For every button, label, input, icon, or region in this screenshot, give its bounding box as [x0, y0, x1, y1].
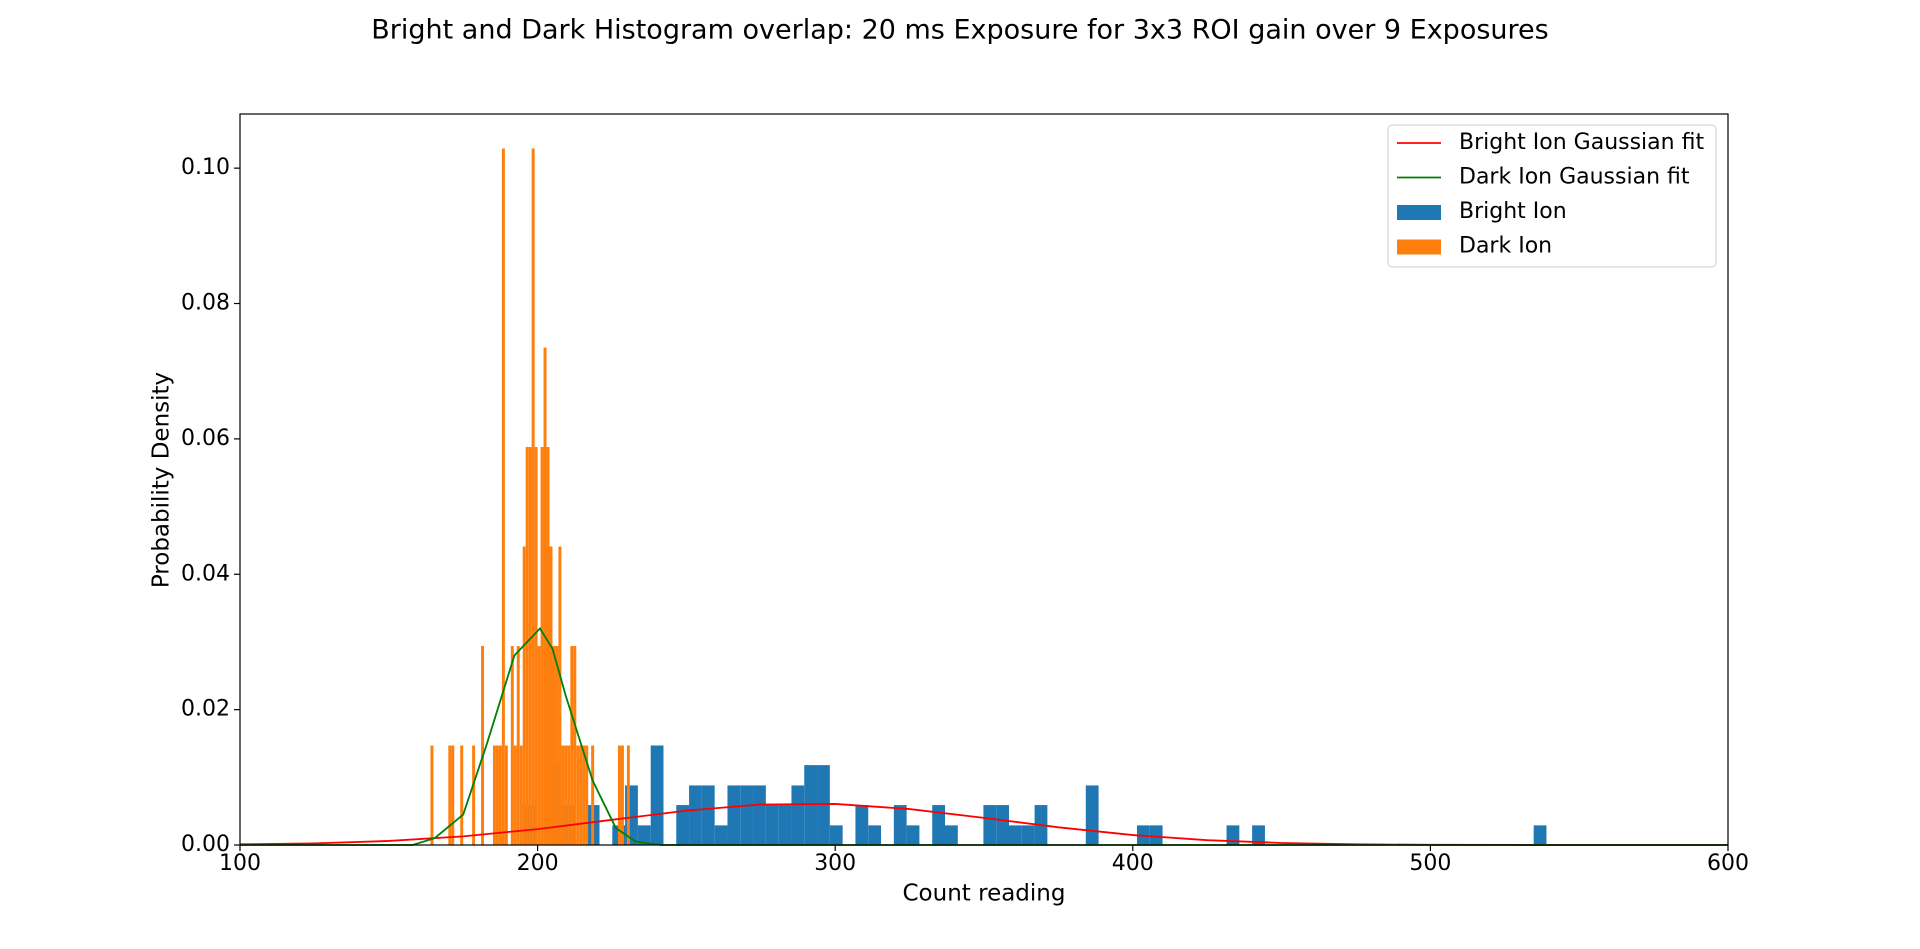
histogram-bar	[617, 745, 621, 845]
legend-label: Dark Ion	[1459, 234, 1552, 259]
histogram-bar	[510, 646, 514, 845]
histogram-bar	[714, 825, 728, 845]
histogram-bar	[513, 745, 517, 845]
histogram-bar	[498, 745, 502, 845]
histogram-bar	[561, 745, 565, 845]
histogram-bar	[451, 745, 455, 845]
histogram-bar	[585, 745, 589, 845]
histogram-bar	[765, 805, 779, 845]
histogram-bar	[817, 765, 830, 845]
histogram-bar	[448, 745, 452, 845]
y-tick-label: 0.00	[181, 832, 230, 857]
x-tick-label: 100	[219, 851, 261, 876]
histogram-bar	[430, 745, 434, 845]
legend-patch	[1397, 205, 1441, 220]
histogram-bar	[531, 148, 535, 846]
histogram-bar	[534, 447, 538, 845]
histogram-bar	[689, 785, 702, 845]
histogram-bar	[727, 785, 741, 845]
x-tick-label: 300	[814, 851, 856, 876]
histogram-bar	[582, 745, 586, 845]
histogram-bar	[791, 785, 805, 845]
y-tick-label: 0.02	[181, 697, 230, 722]
histogram-bar	[516, 646, 520, 845]
histogram-bar	[701, 785, 715, 845]
histogram-bar	[492, 745, 496, 845]
legend-patch	[1397, 239, 1441, 255]
histogram-bar	[504, 745, 508, 845]
histogram-bar	[620, 745, 624, 845]
histogram-bar	[460, 745, 464, 845]
x-tick-label: 500	[1409, 851, 1451, 876]
histogram-bar	[829, 825, 843, 845]
histogram-bar	[591, 745, 595, 845]
histogram-bar	[481, 646, 485, 845]
histogram-bar	[1085, 785, 1099, 845]
histogram-bar	[537, 646, 541, 845]
histogram-bar	[543, 347, 547, 845]
legend-label: Dark Ion Gaussian fit	[1459, 165, 1690, 190]
histogram-bar	[637, 825, 651, 845]
x-tick-label: 400	[1112, 851, 1154, 876]
histogram-bar	[804, 765, 818, 845]
histogram-bar	[522, 546, 526, 845]
histogram-bar	[1226, 825, 1240, 845]
histogram-bar	[932, 805, 946, 845]
x-tick-label: 200	[517, 851, 559, 876]
histogram-bar	[525, 447, 529, 845]
histogram-bar	[552, 646, 556, 845]
histogram-bar	[650, 745, 664, 845]
histogram-bar	[546, 447, 550, 845]
histogram-bar	[1533, 825, 1547, 845]
histogram-bar	[564, 745, 568, 845]
y-tick-label: 0.06	[181, 426, 230, 451]
histogram-bar	[1252, 825, 1265, 845]
histogram-bar	[676, 805, 690, 845]
histogram-bar	[472, 745, 476, 845]
histogram-bar	[495, 745, 499, 845]
histogram-bar	[626, 745, 630, 845]
y-tick-label: 0.10	[181, 155, 230, 180]
plot-area: 100 200 300 400 500 600 0.00 0.02 0.04 0.06 0.08 0.…	[181, 113, 1749, 876]
legend-box	[1387, 124, 1717, 268]
histogram-bar	[778, 805, 792, 845]
histogram-bar	[996, 805, 1009, 845]
histogram-bar	[945, 825, 958, 845]
chart-title: Bright and Dark Histogram overlap: 20 ms…	[371, 15, 1548, 46]
legend-label: Bright Ion Gaussian fit	[1459, 130, 1704, 155]
y-tick-label: 0.08	[181, 291, 230, 316]
histogram-bar	[540, 447, 544, 845]
histogram-bar	[1021, 825, 1035, 845]
histogram-bar	[570, 646, 574, 845]
histogram-bar	[1008, 825, 1022, 845]
histogram-bar	[906, 825, 920, 845]
histogram-bar	[576, 745, 580, 845]
x-tick-label: 600	[1707, 851, 1749, 876]
histogram-bar	[558, 546, 562, 845]
histogram-bar	[753, 785, 766, 845]
fit-line	[240, 626, 1728, 846]
x-axis-label: Count reading	[903, 881, 1066, 907]
histogram-bar	[573, 646, 577, 845]
histogram-bar	[579, 745, 583, 845]
histogram-bar	[528, 447, 532, 845]
histogram-bar	[983, 805, 997, 845]
histogram-bar	[868, 825, 882, 845]
legend-label: Bright Ion	[1459, 199, 1567, 224]
legend: Bright Ion Gaussian fit Dark Ion Gaussian…	[1387, 124, 1717, 268]
histogram-bar	[501, 148, 505, 846]
axes-frame	[239, 113, 1729, 846]
histogram-bar	[893, 805, 907, 845]
y-axis-label: Probability Density	[149, 372, 175, 588]
histogram-bar	[555, 646, 559, 845]
histogram-bar	[740, 785, 754, 845]
histogram-bar	[567, 745, 571, 845]
histogram-bar	[855, 805, 869, 845]
histogram-bar	[1149, 825, 1163, 845]
histogram-bar	[519, 745, 523, 845]
histogram-bar	[549, 546, 553, 845]
y-tick-label: 0.04	[181, 561, 230, 586]
